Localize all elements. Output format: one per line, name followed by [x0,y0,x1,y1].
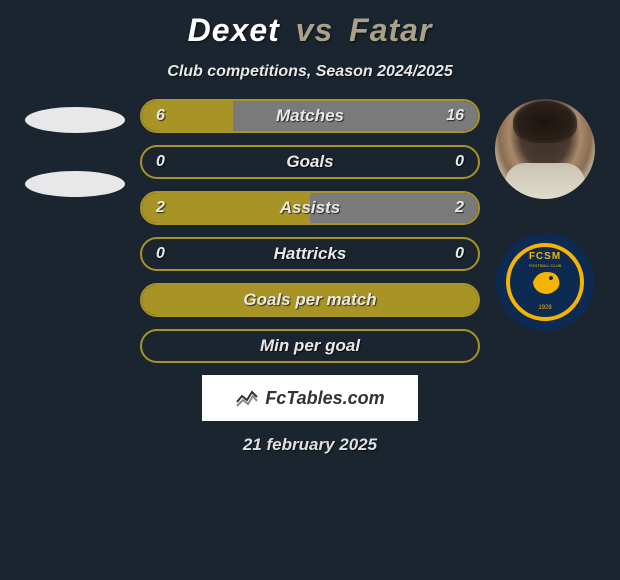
subtitle: Club competitions, Season 2024/2025 [167,63,452,81]
crest-inner: FCSM FOOTBALL CLUB 1928 [506,243,584,321]
site-attribution: FcTables.com [202,375,418,421]
right-column: FCSM FOOTBALL CLUB 1928 [490,99,600,331]
page-title: Dexet vs Fatar [188,12,433,49]
player1-photo-placeholder [25,107,125,133]
stat-bar: 00Hattricks [140,237,480,271]
infographic-container: Dexet vs Fatar Club competitions, Season… [0,0,620,463]
stat-bar: Goals per match [140,283,480,317]
player2-name: Fatar [349,12,432,48]
lion-icon [525,262,565,302]
date-label: 21 february 2025 [243,435,377,455]
left-column [20,99,130,197]
player2-photo [495,99,595,199]
stat-bar: 00Goals [140,145,480,179]
bar-label: Goals per match [142,290,478,310]
crest-abbrev: FCSM [510,251,580,262]
bar-label: Assists [142,198,478,218]
bar-label: Min per goal [142,336,478,356]
player2-crest: FCSM FOOTBALL CLUB 1928 [496,233,594,331]
stat-bar: 22Assists [140,191,480,225]
site-logo-icon [235,388,259,408]
stat-bar: 616Matches [140,99,480,133]
crest-year: 1928 [510,305,580,311]
site-name: FcTables.com [265,388,384,409]
main-row: 616Matches 00Goals 22Assists 00Hattricks Goa… [10,99,610,363]
stat-bars: 616Matches 00Goals 22Assists 00Hattricks Goa… [140,99,480,363]
player1-crest-placeholder [25,171,125,197]
stat-bar: Min per goal [140,329,480,363]
bar-label: Hattricks [142,244,478,264]
vs-label: vs [296,12,334,48]
bar-label: Matches [142,106,478,126]
player1-name: Dexet [188,12,280,48]
bar-label: Goals [142,152,478,172]
